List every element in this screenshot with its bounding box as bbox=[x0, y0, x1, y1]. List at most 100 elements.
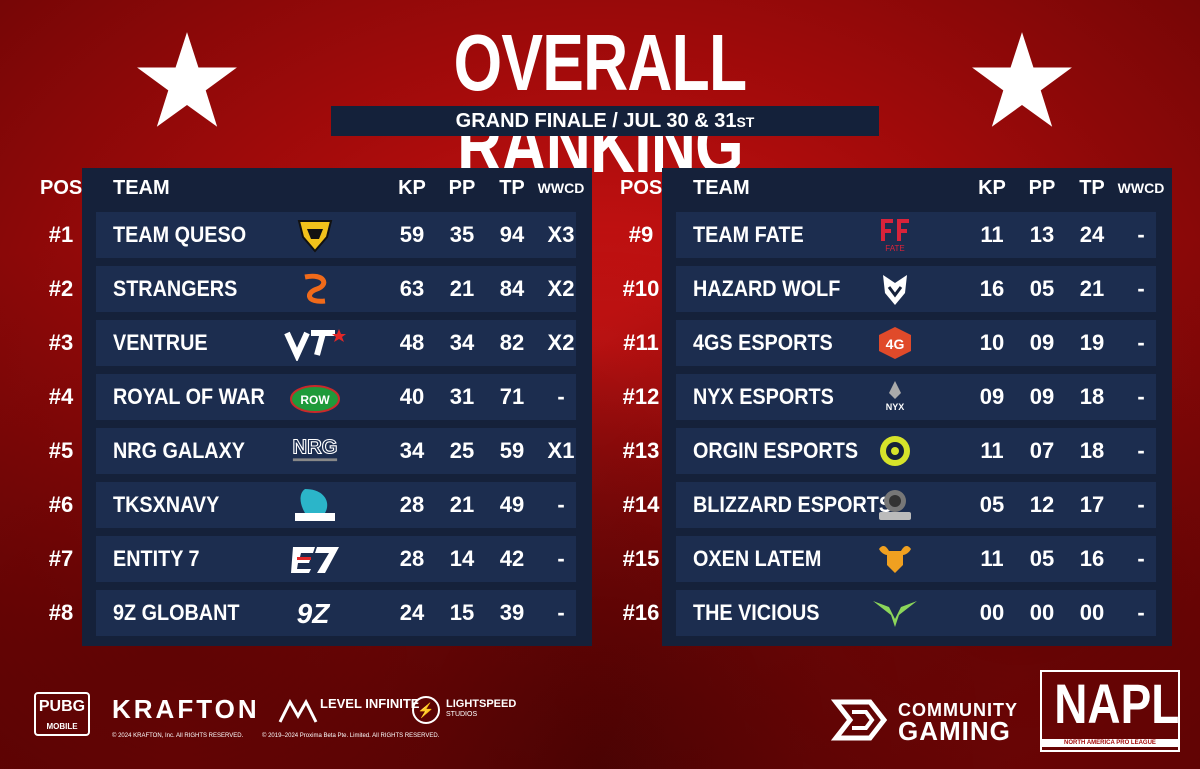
royal-of-war-logo: ROW bbox=[280, 379, 350, 415]
kill-points: 28 bbox=[399, 492, 425, 517]
placement-points: 00 bbox=[1029, 600, 1055, 625]
kill-points: 11 bbox=[980, 438, 1004, 463]
team-queso-logo bbox=[280, 217, 350, 253]
team-name: STRANGERS bbox=[113, 276, 238, 301]
placement-points: 13 bbox=[1029, 222, 1055, 247]
kill-points: 59 bbox=[399, 222, 425, 247]
header-kp: KP bbox=[398, 177, 426, 199]
row-position: #7 bbox=[48, 546, 74, 571]
header-pos: POS bbox=[620, 177, 663, 199]
total-points: 82 bbox=[499, 330, 525, 355]
placement-points: 07 bbox=[1029, 438, 1055, 463]
team-name: BLIZZARD ESPORTS bbox=[693, 492, 893, 517]
svg-text:4G: 4G bbox=[886, 336, 905, 352]
napl-text: NAPL bbox=[1054, 672, 1180, 735]
ranking-table-left: POS TEAM KP PP TP WWCD #1 TEAM QUESO 59 35 9… bbox=[40, 168, 592, 646]
svg-text:NRG: NRG bbox=[293, 437, 338, 459]
row-bar bbox=[96, 482, 576, 528]
orgin-esports-logo bbox=[860, 433, 930, 469]
row-position: #11 bbox=[623, 330, 659, 355]
header-tp: TP bbox=[499, 177, 525, 199]
kill-points: 10 bbox=[979, 330, 1005, 355]
total-points: 21 bbox=[1079, 276, 1105, 301]
team-name: TEAM FATE bbox=[693, 222, 804, 247]
total-points: 84 bbox=[499, 276, 525, 301]
row-bar bbox=[96, 212, 576, 258]
ventrue-logo bbox=[280, 325, 350, 361]
kill-points: 09 bbox=[979, 384, 1005, 409]
tksxnavy-logo bbox=[280, 487, 350, 523]
team-name: 9Z GLOBANT bbox=[113, 600, 240, 625]
row-bar bbox=[96, 536, 576, 582]
placement-points: 21 bbox=[449, 276, 475, 301]
wwcd-count: - bbox=[1137, 222, 1145, 247]
wwcd-count: - bbox=[557, 492, 565, 517]
wwcd-count: - bbox=[1137, 492, 1145, 517]
row-bar bbox=[96, 590, 576, 636]
wwcd-count: X2 bbox=[547, 330, 575, 355]
header-kp: KP bbox=[978, 177, 1006, 199]
the-vicious-logo bbox=[860, 595, 930, 631]
nrg-galaxy-logo: NRG bbox=[280, 433, 350, 469]
kill-points: 00 bbox=[979, 600, 1005, 625]
team-name: NYX ESPORTS bbox=[693, 384, 834, 409]
row-bar bbox=[96, 266, 576, 312]
table-row: #6 TKSXNAVY 28 21 49 - bbox=[40, 482, 592, 528]
table-row: #16 THE VICIOUS 00 00 00 - bbox=[620, 590, 1172, 636]
placement-points: 14 bbox=[449, 546, 475, 571]
row-position: #3 bbox=[48, 330, 74, 355]
total-points: 18 bbox=[1079, 384, 1105, 409]
header-pos: POS bbox=[40, 177, 83, 199]
wwcd-count: - bbox=[1137, 330, 1145, 355]
total-points: 49 bbox=[499, 492, 525, 517]
gaming-text: GAMING bbox=[898, 716, 1011, 746]
wwcd-count: - bbox=[557, 600, 565, 625]
row-position: #8 bbox=[48, 600, 74, 625]
row-bar bbox=[676, 482, 1156, 528]
svg-text:NYX: NYX bbox=[886, 402, 905, 412]
kill-points: 16 bbox=[979, 276, 1005, 301]
team-name: 4GS ESPORTS bbox=[693, 330, 833, 355]
copyright-proxima: © 2019–2024 Proxima Beta Pte. Limited. A… bbox=[262, 733, 440, 739]
table-row: #1 TEAM QUESO 59 35 94 X3 bbox=[40, 212, 592, 258]
header-tp: TP bbox=[1079, 177, 1105, 199]
placement-points: 31 bbox=[449, 384, 475, 409]
total-points: 94 bbox=[499, 222, 525, 247]
wwcd-count: - bbox=[557, 384, 565, 409]
row-position: #1 bbox=[48, 222, 74, 247]
community-gaming-icon bbox=[830, 699, 888, 741]
team-name: TEAM QUESO bbox=[113, 222, 247, 247]
level-infinite-logo: LEVEL INFINITE bbox=[278, 694, 419, 728]
row-position: #15 bbox=[622, 546, 660, 571]
row-position: #5 bbox=[48, 438, 74, 463]
blizzard-esports-logo bbox=[860, 487, 930, 523]
total-points: 24 bbox=[1079, 222, 1105, 247]
total-points: 18 bbox=[1079, 438, 1105, 463]
star-icon bbox=[972, 32, 1072, 127]
lightspeed-sub: STUDIOS bbox=[446, 711, 478, 718]
wwcd-count: X3 bbox=[547, 222, 575, 247]
table-row: #7 ENTITY 7 28 14 42 - bbox=[40, 536, 592, 582]
wwcd-count: - bbox=[1137, 546, 1145, 571]
community-text: COMMUNITY bbox=[898, 700, 1018, 720]
subtitle-suffix: ST bbox=[736, 114, 755, 130]
team-name: ROYAL OF WAR bbox=[113, 384, 265, 409]
placement-points: 34 bbox=[449, 330, 475, 355]
placement-points: 09 bbox=[1029, 330, 1055, 355]
entity-7-logo bbox=[280, 541, 350, 577]
table-row: #3 VENTRUE 48 34 82 X2 bbox=[40, 320, 592, 366]
total-points: 71 bbox=[499, 384, 525, 409]
row-position: #13 bbox=[622, 438, 660, 463]
strangers-logo bbox=[280, 271, 350, 307]
wwcd-count: X2 bbox=[547, 276, 575, 301]
wwcd-count: - bbox=[557, 546, 565, 571]
placement-points: 25 bbox=[449, 438, 475, 463]
row-position: #9 bbox=[628, 222, 654, 247]
total-points: 42 bbox=[499, 546, 525, 571]
total-points: 59 bbox=[499, 438, 525, 463]
team-name: NRG GALAXY bbox=[113, 438, 246, 463]
placement-points: 35 bbox=[449, 222, 475, 247]
header-wwcd: WWCD bbox=[1117, 180, 1165, 196]
svg-text:FATE: FATE bbox=[885, 244, 904, 253]
header-pp: PP bbox=[1028, 177, 1056, 199]
